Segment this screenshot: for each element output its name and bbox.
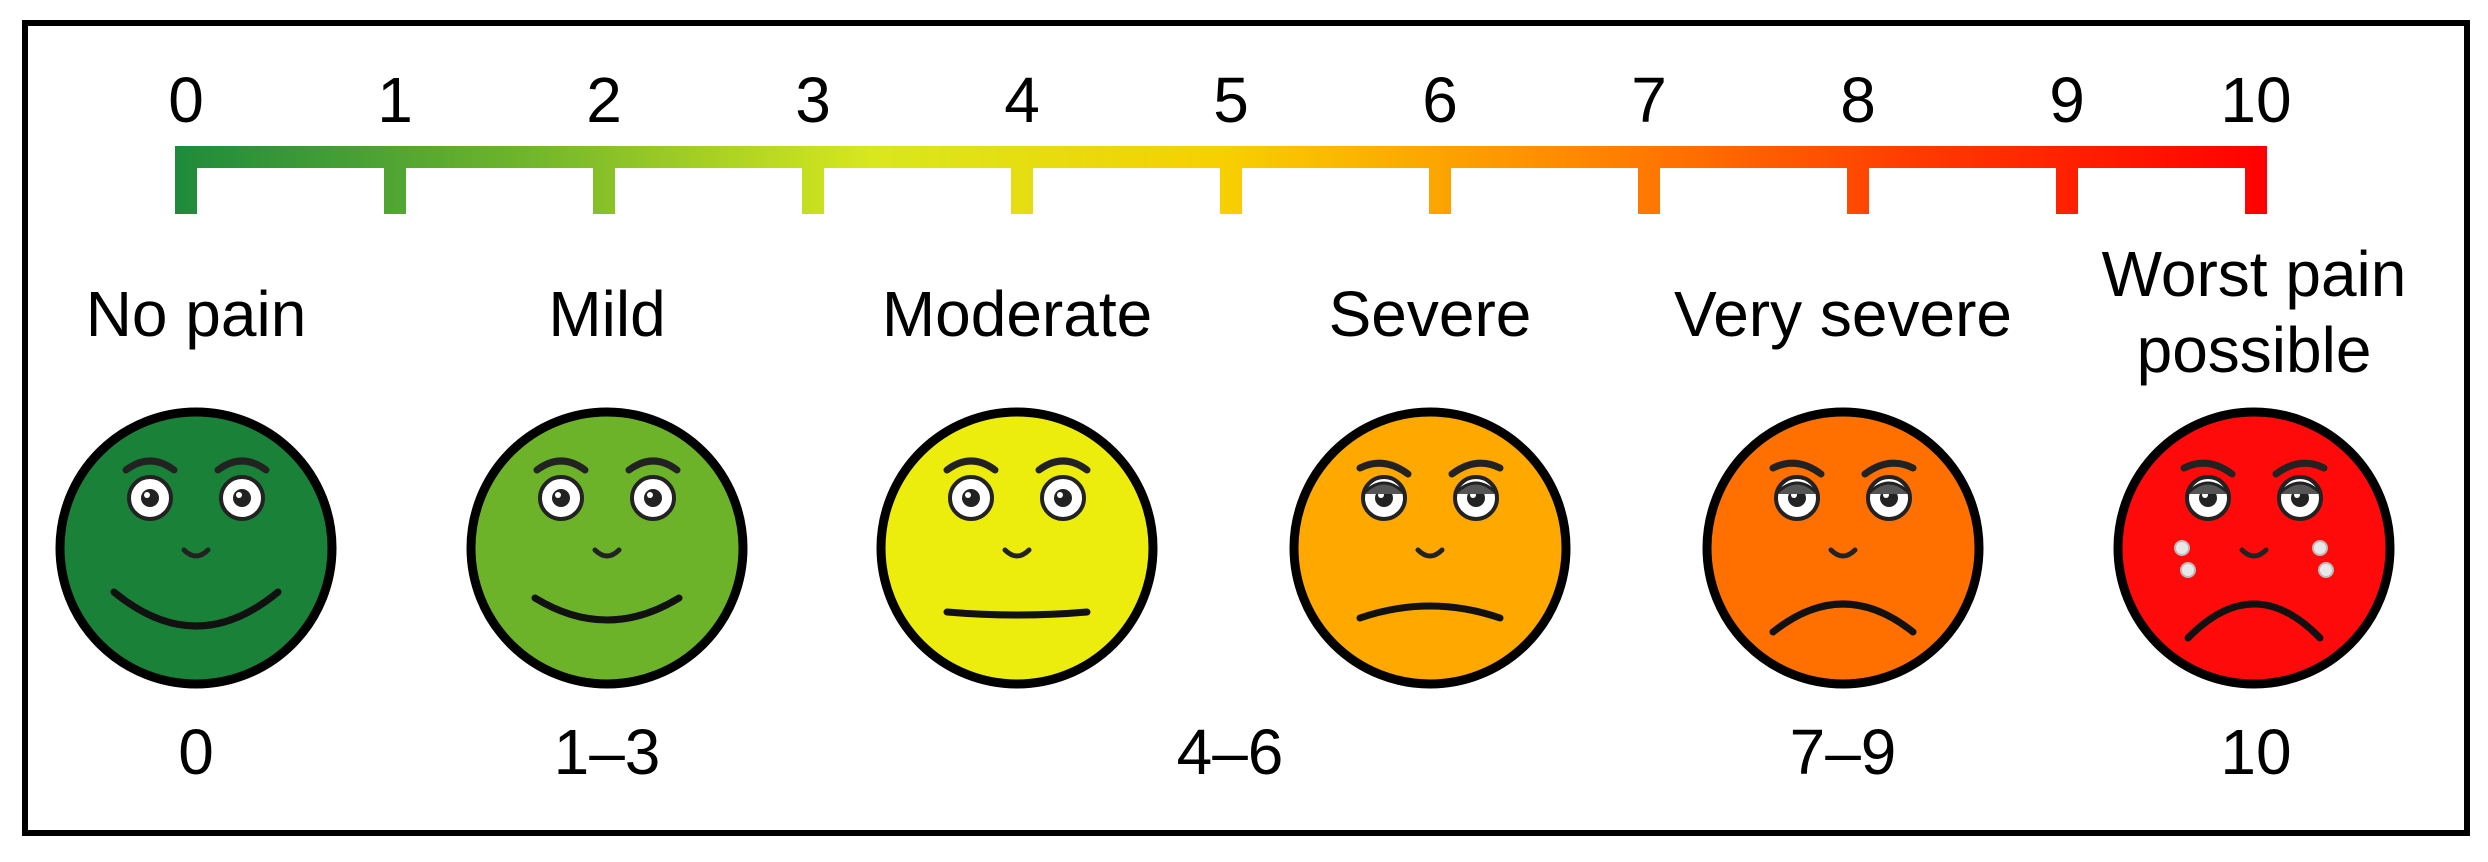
scale-tick-label-1: 1 [377, 64, 413, 136]
range-label-mild: 1–3 [553, 716, 661, 788]
scale-tick-label-4: 4 [1004, 64, 1040, 136]
range-label-no-pain: 0 [178, 716, 214, 788]
face-neutral-icon [876, 407, 1158, 689]
range-label-worst-pain: 10 [2220, 716, 2292, 788]
scale-tick-1 [384, 146, 406, 214]
category-label-very-severe: Very severe [1674, 278, 2012, 350]
range-label-moderate-severe: 4–6 [1176, 716, 1284, 788]
category-label-worst-pain: Worst pain possible [2101, 238, 2407, 386]
category-label-severe: Severe [1328, 278, 1532, 350]
scale-tick-8 [1847, 146, 1869, 214]
range-label-very-severe: 7–9 [1789, 716, 1897, 788]
scale-tick-label-3: 3 [795, 64, 831, 136]
face-happy-icon [466, 407, 748, 689]
category-label-moderate: Moderate [881, 278, 1153, 350]
scale-tick-label-9: 9 [2049, 64, 2085, 136]
scale-tick-label-7: 7 [1631, 64, 1667, 136]
face-frown-icon [1702, 407, 1984, 689]
scale-tick-label-5: 5 [1213, 64, 1249, 136]
scale-tick-label-2: 2 [586, 64, 622, 136]
scale-tick-3 [802, 146, 824, 214]
scale-tick-5 [1220, 146, 1242, 214]
scale-tick-label-6: 6 [1422, 64, 1458, 136]
scale-tick-7 [1638, 146, 1660, 214]
scale-tick-6 [1429, 146, 1451, 214]
diagram-frame [22, 20, 2470, 836]
face-slight-frown-icon [1289, 407, 1571, 689]
category-label-mild: Mild [548, 278, 666, 350]
face-happy-big-icon [55, 407, 337, 689]
scale-tick-2 [593, 146, 615, 214]
scale-tick-label-0: 0 [168, 64, 204, 136]
scale-tick-label-8: 8 [1840, 64, 1876, 136]
category-label-no-pain: No pain [85, 278, 307, 350]
scale-tick-4 [1011, 146, 1033, 214]
scale-tick-9 [2056, 146, 2078, 214]
scale-tick-0 [175, 146, 197, 214]
scale-tick-label-10: 10 [2220, 64, 2292, 136]
face-crying-icon [2113, 407, 2395, 689]
scale-tick-10 [2245, 146, 2267, 214]
